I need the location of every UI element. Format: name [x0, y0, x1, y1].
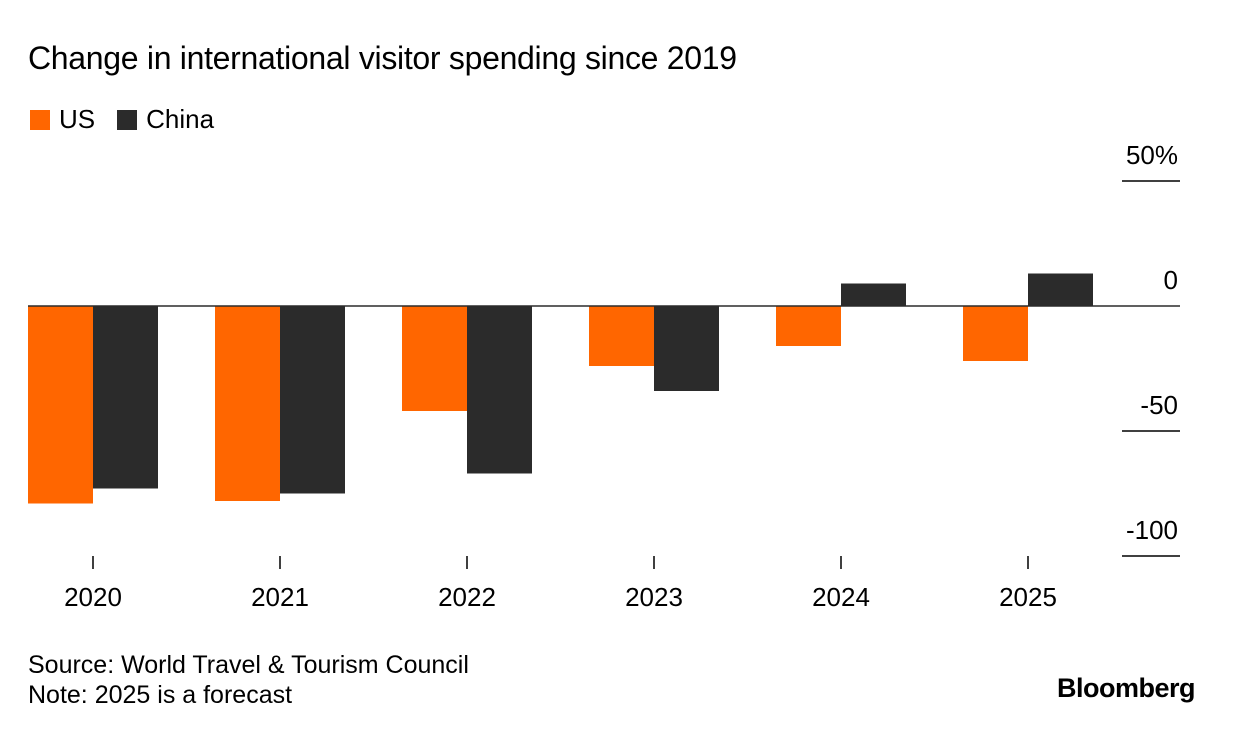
- note-text: Note: 2025 is a forecast: [28, 681, 293, 709]
- bar-us-2024: [776, 306, 841, 346]
- y-tick-label-0: 0: [1164, 265, 1178, 295]
- bar-us-2023: [589, 306, 654, 366]
- legend: US China: [30, 104, 236, 135]
- x-tick-label-2024: 2024: [812, 582, 870, 612]
- bar-china-2022: [467, 306, 532, 474]
- x-tick-label-2022: 2022: [438, 582, 496, 612]
- source-text: Source: World Travel & Tourism Council: [28, 651, 469, 679]
- bar-china-2024: [841, 283, 906, 306]
- legend-label-china: China: [146, 104, 215, 134]
- legend-swatch-us: [30, 109, 50, 130]
- bar-china-2023: [654, 306, 719, 391]
- legend-swatch-china: [117, 109, 138, 130]
- x-tick-label-2023: 2023: [625, 582, 683, 612]
- legend-label-us: US: [59, 104, 96, 134]
- bar-china-2020: [93, 306, 158, 489]
- y-tick-label--50: -50: [1140, 390, 1178, 420]
- brand-logo: Bloomberg: [1056, 673, 1196, 703]
- x-tick-label-2025: 2025: [999, 582, 1057, 612]
- bar-us-2020: [28, 306, 93, 504]
- bar-us-2025: [963, 306, 1028, 361]
- bar-china-2021: [280, 306, 345, 494]
- bar-us-2022: [402, 306, 467, 411]
- y-tick-label-50: 50%: [1126, 140, 1178, 170]
- chart-title: Change in international visitor spending…: [28, 40, 737, 76]
- legend-item-us: US: [30, 104, 95, 135]
- footer: Source: World Travel & Tourism Council N…: [28, 650, 469, 710]
- x-tick-label-2021: 2021: [251, 582, 309, 612]
- bar-china-2025: [1028, 273, 1093, 306]
- y-tick-label--100: -100: [1126, 515, 1178, 545]
- x-tick-label-2020: 2020: [64, 582, 122, 612]
- legend-item-china: China: [117, 104, 214, 135]
- bar-us-2021: [215, 306, 280, 501]
